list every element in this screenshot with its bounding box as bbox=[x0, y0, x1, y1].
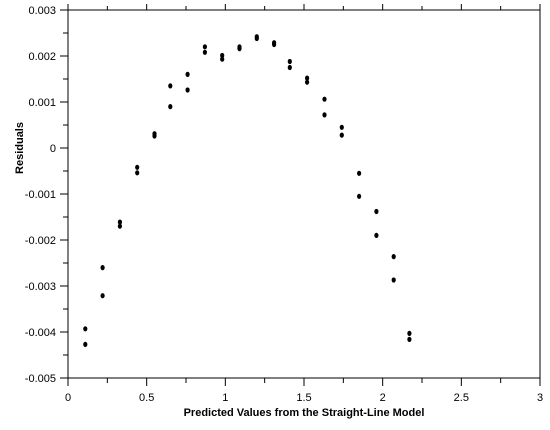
data-point bbox=[135, 170, 139, 175]
data-point bbox=[203, 50, 207, 55]
data-point bbox=[392, 277, 396, 282]
y-tick-label: 0.002 bbox=[28, 51, 56, 63]
data-point bbox=[322, 97, 326, 102]
x-tick-label: 0.5 bbox=[139, 392, 154, 404]
data-point bbox=[374, 233, 378, 238]
y-tick-label: -0.004 bbox=[25, 327, 56, 339]
y-tick-label: 0 bbox=[50, 143, 56, 155]
data-point bbox=[83, 326, 87, 331]
data-point bbox=[357, 171, 361, 176]
data-point bbox=[237, 46, 241, 51]
plot-frame bbox=[68, 10, 540, 378]
data-point bbox=[357, 194, 361, 199]
data-point bbox=[83, 342, 87, 347]
data-point bbox=[340, 125, 344, 130]
data-point bbox=[220, 57, 224, 62]
y-axis-title: Residuals bbox=[14, 122, 26, 174]
data-point bbox=[407, 331, 411, 336]
x-tick-label: 0 bbox=[65, 392, 71, 404]
data-point bbox=[305, 80, 309, 85]
data-point bbox=[203, 44, 207, 49]
data-point bbox=[101, 265, 105, 270]
data-point bbox=[322, 112, 326, 117]
y-tick-label: 0.003 bbox=[28, 5, 56, 17]
y-tick-label: -0.003 bbox=[25, 281, 56, 293]
x-tick-label: 3 bbox=[537, 392, 543, 404]
data-point bbox=[168, 104, 172, 109]
data-point bbox=[255, 36, 259, 41]
y-tick-label: 0.001 bbox=[28, 97, 56, 109]
data-points bbox=[83, 34, 411, 347]
data-point bbox=[407, 337, 411, 342]
data-point bbox=[135, 165, 139, 170]
data-point bbox=[101, 293, 105, 298]
data-point bbox=[186, 87, 190, 92]
x-tick-label: 1 bbox=[222, 392, 228, 404]
y-tick-label: -0.005 bbox=[25, 373, 56, 385]
x-axis-title: Predicted Values from the Straight-Line … bbox=[184, 407, 425, 419]
y-tick-label: -0.001 bbox=[25, 189, 56, 201]
data-point bbox=[340, 133, 344, 138]
data-point bbox=[152, 133, 156, 138]
data-point bbox=[168, 83, 172, 88]
data-point bbox=[186, 72, 190, 77]
data-point bbox=[272, 42, 276, 47]
x-tick-label: 2 bbox=[380, 392, 386, 404]
x-tick-label: 1.5 bbox=[296, 392, 311, 404]
data-point bbox=[392, 254, 396, 259]
y-axis-ticks: -0.005 -0.004 -0.003 -0.002 -0.001 0 0.001 0.00… bbox=[25, 5, 68, 385]
data-point bbox=[118, 224, 122, 229]
data-point bbox=[374, 209, 378, 214]
y-tick-label: -0.002 bbox=[25, 235, 56, 247]
x-axis-ticks: 0 0.5 1 1.5 2 2.5 3 bbox=[65, 4, 543, 404]
x-tick-label: 2.5 bbox=[454, 392, 469, 404]
data-point bbox=[288, 65, 292, 70]
data-point bbox=[288, 59, 292, 64]
